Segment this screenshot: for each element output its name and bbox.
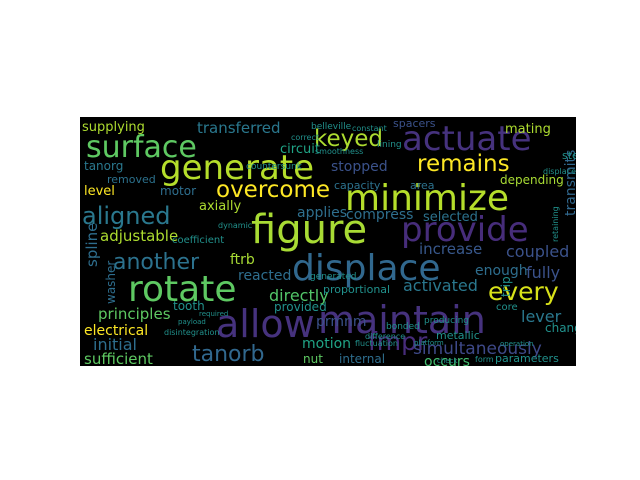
- cloud-word-allow: allow: [216, 302, 315, 346]
- cloud-word-trip: trip: [499, 276, 513, 297]
- cloud-word-producing: producing: [424, 316, 469, 326]
- cloud-word-core: core: [496, 302, 518, 313]
- cloud-word-disintegration: disintegration: [164, 328, 219, 337]
- cloud-word-bonded: bonded: [386, 322, 420, 332]
- cloud-word-difference: difference: [365, 332, 405, 341]
- cloud-word-figure: figure: [251, 207, 367, 253]
- cloud-word-belleville: belleville: [311, 122, 352, 132]
- cloud-word-directly: directly: [269, 286, 329, 305]
- cloud-word-payload: payload: [178, 318, 206, 326]
- cloud-word-surface: surface: [86, 130, 197, 165]
- cloud-word-lever: lever: [521, 307, 562, 326]
- cloud-word-aligned: aligned: [82, 202, 171, 230]
- cloud-word-minimize: minimize: [345, 178, 509, 219]
- cloud-word-provide: provide: [401, 210, 529, 250]
- cloud-word-depending: depending: [500, 173, 564, 187]
- cloud-word-internal: internal: [339, 352, 385, 366]
- cloud-word-coefficient: coefficient: [172, 235, 224, 246]
- cloud-word-proportional: proportional: [323, 283, 390, 296]
- cloud-word-mating: mating: [505, 122, 551, 137]
- cloud-word-occurs: occurs: [424, 354, 470, 366]
- cloud-word-overcome: overcome: [216, 177, 330, 203]
- cloud-word-transferred: transferred: [197, 119, 281, 137]
- cloud-word-provided: provided: [274, 300, 327, 314]
- cloud-word-removed: removed: [107, 173, 156, 186]
- cloud-word-constant: constant: [352, 124, 387, 133]
- cloud-word-tooth: tooth: [173, 299, 205, 313]
- cloud-word-metallic: metallic: [436, 329, 480, 342]
- word-cloud: surface generate actuate keyed minimize figur…: [80, 117, 576, 366]
- cloud-word-stopped: stopped: [331, 159, 388, 175]
- cloud-word-activated: activated: [403, 276, 478, 295]
- cloud-word-change: change: [545, 321, 576, 335]
- cloud-word-compress: compress: [346, 207, 413, 223]
- cloud-word-fluctuation: fluctuation: [355, 339, 398, 348]
- cloud-word-selected: selected: [423, 210, 478, 225]
- cloud-word-ftrb: ftrb: [230, 252, 255, 268]
- cloud-word-nut: nut: [303, 352, 323, 366]
- cloud-word-motion: motion: [302, 336, 351, 352]
- cloud-word-sufficient: sufficient: [84, 350, 153, 366]
- cloud-word-fmpr: fmpr: [368, 327, 428, 356]
- cloud-word-simultaneously: simultaneously: [413, 339, 542, 359]
- cloud-word-spline: spline: [83, 223, 101, 267]
- cloud-word-tanorg: tanorg: [84, 159, 123, 173]
- cloud-word-form: form: [475, 355, 494, 364]
- cloud-word-initial: initial: [93, 335, 137, 354]
- cloud-word-remains: remains: [417, 151, 510, 177]
- cloud-word-lining: lining: [377, 140, 402, 150]
- cloud-word-principles: principles: [98, 305, 171, 323]
- cloud-word-platform: platform: [414, 339, 444, 347]
- cloud-word-check: check: [437, 357, 458, 365]
- cloud-word-parameters: parameters: [495, 352, 559, 365]
- cloud-word-dynamic: dynamic: [218, 221, 252, 230]
- cloud-word-displaced: displaced: [543, 167, 576, 176]
- cloud-word-actuate: actuate: [402, 119, 532, 159]
- cloud-word-motor: motor: [160, 184, 196, 198]
- cloud-word-fully: fully: [526, 263, 560, 282]
- cloud-word-adjustable: adjustable: [100, 227, 178, 245]
- cloud-word-area: area: [410, 179, 435, 192]
- cloud-word-countersunk: countersunk: [246, 162, 303, 172]
- cloud-word-generate: generate: [160, 148, 314, 188]
- cloud-word-every: every: [488, 277, 559, 306]
- cloud-word-keyed: keyed: [314, 126, 383, 152]
- cloud-word-level: level: [84, 184, 115, 199]
- cloud-word-required: required: [199, 310, 228, 318]
- cloud-word-increase: increase: [419, 240, 482, 258]
- cloud-word-rotate: rotate: [128, 269, 236, 310]
- cloud-word-tanorb: tanorb: [192, 342, 265, 366]
- cloud-word-axially: axially: [199, 199, 241, 214]
- cloud-word-reacted: reacted: [238, 268, 291, 284]
- cloud-word-capacity: capacity: [334, 179, 381, 192]
- cloud-word-spacers: spacers: [393, 117, 436, 130]
- cloud-word-supplying: supplying: [82, 120, 145, 135]
- cloud-word-maintain: maintain: [318, 298, 486, 342]
- cloud-word-coupled: coupled: [506, 242, 569, 261]
- cloud-word-enough: enough: [475, 263, 528, 279]
- cloud-word-operation: operation: [500, 340, 534, 348]
- cloud-word-washer: washer: [104, 261, 118, 304]
- cloud-word-another: another: [113, 250, 200, 275]
- cloud-word-transmits: transmits: [563, 150, 576, 216]
- cloud-word-displace: displace: [292, 248, 440, 289]
- cloud-word-generated: generated: [310, 272, 357, 282]
- cloud-word-circuit: circuit: [280, 142, 320, 157]
- cloud-word-retaining: retaining: [551, 206, 560, 242]
- cloud-word-prmnm: prmnm: [316, 314, 367, 330]
- cloud-word-smoothness: smoothness: [315, 147, 363, 156]
- cloud-word-steel: steel: [562, 149, 576, 162]
- cloud-word-electrical: electrical: [84, 323, 148, 339]
- cloud-word-applies: applies: [297, 205, 347, 221]
- cloud-word-correct: correct: [291, 133, 319, 142]
